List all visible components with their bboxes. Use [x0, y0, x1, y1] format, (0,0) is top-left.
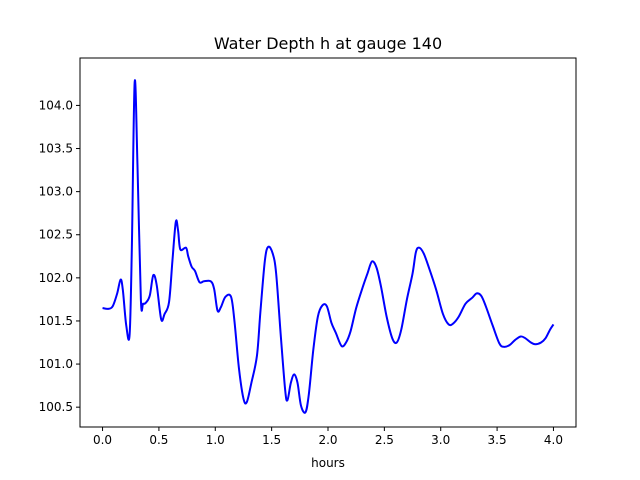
y-tick-label: 102.0 [39, 271, 73, 285]
x-tick-label: 2.0 [318, 433, 337, 447]
y-tick-label: 100.5 [39, 400, 73, 414]
y-tick-label: 103.5 [39, 142, 73, 156]
chart-title: Water Depth h at gauge 140 [214, 34, 442, 53]
y-tick-label: 103.0 [39, 185, 73, 199]
x-tick-label: 2.5 [375, 433, 394, 447]
x-tick-label: 1.0 [206, 433, 225, 447]
x-tick-label: 0.5 [149, 433, 168, 447]
y-tick-label: 104.0 [39, 98, 73, 112]
x-tick-label: 3.0 [431, 433, 450, 447]
x-tick-label: 1.5 [262, 433, 281, 447]
y-tick-label: 102.5 [39, 228, 73, 242]
series-line [102, 79, 555, 414]
y-tick-label: 101.0 [39, 357, 73, 371]
y-tick-label: 101.5 [39, 314, 73, 328]
x-axis-label: hours [311, 456, 345, 470]
x-tick-label: 4.0 [544, 433, 563, 447]
series-layer [102, 79, 555, 414]
x-axis: 0.0 0.5 1.0 1.5 2.0 2.5 3.0 3.5 4.0 [93, 427, 563, 447]
x-tick-label: 3.5 [488, 433, 507, 447]
x-tick-label: 0.0 [93, 433, 112, 447]
y-axis: 100.5 101.0 101.5 102.0 102.5 103.0 103.5 104.0 [39, 98, 80, 414]
